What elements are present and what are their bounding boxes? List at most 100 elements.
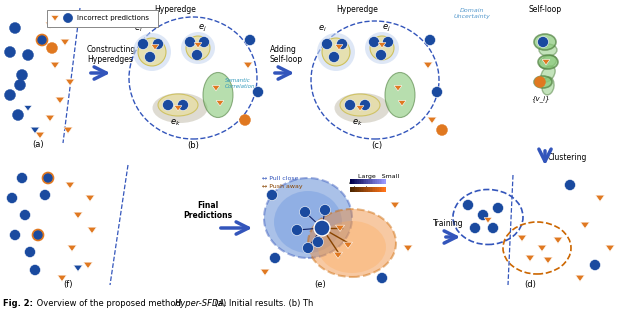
- Circle shape: [33, 230, 44, 240]
- Circle shape: [319, 205, 330, 216]
- Polygon shape: [333, 252, 342, 258]
- Text: (a): (a): [32, 140, 44, 149]
- Bar: [379, 179, 381, 184]
- Polygon shape: [538, 245, 547, 252]
- Circle shape: [22, 49, 33, 61]
- Polygon shape: [335, 225, 344, 231]
- Bar: [370, 187, 372, 192]
- Polygon shape: [45, 22, 54, 29]
- Text: Fig. 2:: Fig. 2:: [3, 299, 33, 308]
- Circle shape: [269, 253, 280, 263]
- Circle shape: [337, 39, 348, 49]
- Circle shape: [40, 189, 51, 201]
- Circle shape: [184, 36, 195, 48]
- Bar: [350, 179, 352, 184]
- Circle shape: [376, 272, 387, 284]
- Ellipse shape: [322, 38, 350, 66]
- Bar: [372, 187, 373, 192]
- Bar: [368, 187, 370, 192]
- Circle shape: [477, 210, 488, 220]
- Polygon shape: [428, 117, 436, 123]
- Bar: [370, 179, 372, 184]
- Polygon shape: [65, 79, 74, 86]
- Bar: [373, 187, 375, 192]
- Bar: [357, 187, 359, 192]
- Polygon shape: [390, 202, 399, 208]
- Polygon shape: [74, 212, 83, 218]
- Circle shape: [29, 264, 40, 276]
- Polygon shape: [394, 86, 402, 91]
- Text: Constructing
Hyperedges: Constructing Hyperedges: [87, 44, 136, 64]
- Polygon shape: [51, 62, 60, 68]
- Text: Domain
Uncertainty: Domain Uncertainty: [454, 8, 490, 19]
- Circle shape: [6, 193, 17, 203]
- Text: Adding
Self-loop: Adding Self-loop: [270, 44, 303, 64]
- Circle shape: [198, 36, 209, 48]
- Polygon shape: [45, 115, 54, 122]
- Text: Overview of the proposed method: Overview of the proposed method: [34, 299, 184, 308]
- Circle shape: [321, 39, 333, 49]
- Ellipse shape: [152, 93, 207, 123]
- Ellipse shape: [365, 32, 399, 64]
- Ellipse shape: [274, 191, 342, 253]
- Circle shape: [4, 90, 15, 100]
- Polygon shape: [194, 43, 202, 48]
- Circle shape: [463, 199, 474, 211]
- Polygon shape: [65, 182, 74, 188]
- Circle shape: [63, 13, 72, 22]
- Text: (d): (d): [524, 280, 536, 289]
- Ellipse shape: [158, 94, 198, 116]
- Text: (b): (b): [187, 141, 199, 150]
- Bar: [357, 179, 359, 184]
- Bar: [377, 187, 379, 192]
- Ellipse shape: [335, 93, 390, 123]
- Bar: [366, 187, 368, 192]
- Bar: [363, 179, 364, 184]
- Text: $e_k$: $e_k$: [170, 118, 180, 128]
- Circle shape: [564, 179, 575, 191]
- Circle shape: [376, 49, 387, 61]
- Polygon shape: [344, 242, 353, 248]
- Ellipse shape: [540, 55, 556, 69]
- Text: Final
Predictions: Final Predictions: [184, 201, 232, 220]
- Circle shape: [266, 189, 278, 201]
- Bar: [368, 179, 370, 184]
- Bar: [361, 179, 363, 184]
- Polygon shape: [83, 262, 93, 268]
- Polygon shape: [51, 16, 59, 21]
- Circle shape: [10, 230, 20, 240]
- Circle shape: [360, 100, 371, 110]
- Text: Semantic
Correlation: Semantic Correlation: [225, 78, 255, 89]
- Text: {v_i}: {v_i}: [531, 95, 549, 102]
- Ellipse shape: [534, 76, 552, 88]
- Circle shape: [493, 202, 504, 213]
- Polygon shape: [525, 255, 534, 262]
- Ellipse shape: [340, 94, 380, 116]
- Ellipse shape: [308, 209, 396, 277]
- Ellipse shape: [539, 44, 557, 56]
- Polygon shape: [212, 86, 220, 91]
- Polygon shape: [63, 127, 72, 133]
- Circle shape: [312, 236, 323, 248]
- Ellipse shape: [264, 178, 352, 258]
- Circle shape: [138, 39, 148, 49]
- Polygon shape: [378, 43, 386, 48]
- Circle shape: [4, 47, 15, 58]
- Circle shape: [47, 43, 58, 53]
- Bar: [352, 179, 354, 184]
- Polygon shape: [335, 44, 343, 50]
- Circle shape: [17, 173, 28, 183]
- Polygon shape: [605, 245, 614, 252]
- Ellipse shape: [186, 36, 210, 60]
- Circle shape: [538, 36, 548, 48]
- Polygon shape: [595, 195, 605, 202]
- Polygon shape: [174, 105, 182, 111]
- Circle shape: [534, 77, 545, 87]
- Polygon shape: [398, 100, 406, 106]
- Circle shape: [13, 109, 24, 120]
- Circle shape: [24, 247, 35, 258]
- Circle shape: [17, 69, 28, 81]
- Bar: [381, 187, 383, 192]
- Polygon shape: [31, 127, 40, 133]
- Text: $e_i$: $e_i$: [134, 23, 142, 34]
